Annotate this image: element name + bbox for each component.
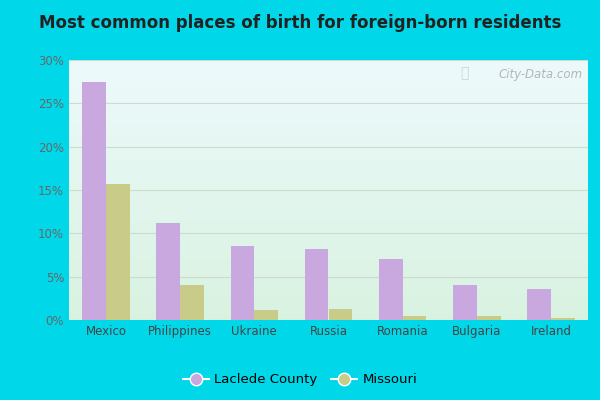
- Bar: [254, 310, 278, 320]
- Bar: [403, 316, 427, 320]
- Bar: [527, 289, 551, 320]
- Bar: [453, 285, 477, 320]
- Bar: [551, 318, 575, 320]
- Legend: Laclede County, Missouri: Laclede County, Missouri: [178, 368, 422, 392]
- Bar: [329, 309, 352, 320]
- Text: City-Data.com: City-Data.com: [499, 68, 583, 81]
- Text: Ⓠ: Ⓠ: [460, 66, 469, 80]
- Bar: [82, 82, 106, 320]
- Bar: [477, 316, 500, 320]
- Bar: [106, 184, 130, 320]
- Text: Most common places of birth for foreign-born residents: Most common places of birth for foreign-…: [39, 14, 561, 32]
- Bar: [180, 285, 204, 320]
- Bar: [157, 223, 180, 320]
- Bar: [379, 259, 403, 320]
- Bar: [305, 249, 329, 320]
- Bar: [230, 246, 254, 320]
